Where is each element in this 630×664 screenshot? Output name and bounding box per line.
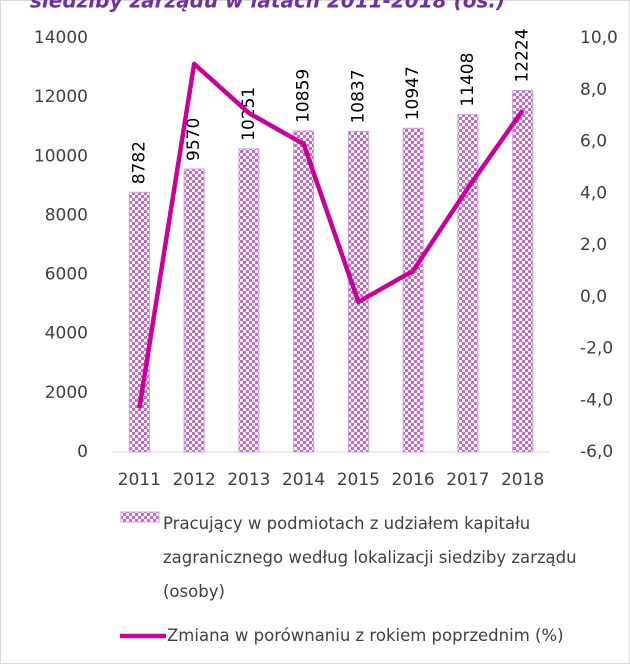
legend-swatch <box>120 511 160 523</box>
x-tick-label: 2015 <box>337 470 380 490</box>
x-tick-label: 2018 <box>501 470 544 490</box>
data-label: 11408 <box>458 53 478 107</box>
y-tick-label: 10000 <box>34 146 88 166</box>
data-label: 8782 <box>129 141 149 184</box>
data-label: 10837 <box>348 69 368 123</box>
x-tick-label: 2011 <box>118 470 161 490</box>
data-label: 10947 <box>403 66 423 120</box>
x-tick-label: 2012 <box>172 470 215 490</box>
bar <box>128 191 150 453</box>
bar <box>183 168 205 453</box>
y2-tick-label: -2,0 <box>580 339 613 359</box>
chart-title: siedziby zarządu w latach 2011-2018 (os.… <box>30 0 505 13</box>
bar <box>402 127 424 453</box>
y-tick-label: 12000 <box>34 87 88 107</box>
y-tick-label: 6000 <box>45 265 88 285</box>
y2-tick-label: -4,0 <box>580 390 613 410</box>
y2-tick-label: 2,0 <box>580 235 607 255</box>
legend-label: Zmiana w porównaniu z rokiem poprzednim … <box>167 626 564 645</box>
y2-tick-label: -6,0 <box>580 442 613 462</box>
x-tick-label: 2016 <box>391 470 434 490</box>
bar <box>457 114 479 453</box>
y2-tick-label: 10,0 <box>580 28 618 48</box>
y-tick-label: 4000 <box>45 324 88 344</box>
bar <box>293 130 315 453</box>
legend-label: Pracujący w podmiotach z udziałem kapita… <box>163 514 577 601</box>
bar <box>512 90 534 453</box>
x-tick-label: 2013 <box>227 470 270 490</box>
line <box>137 61 525 409</box>
y-tick-label: 0 <box>77 442 88 462</box>
y2-tick-label: 8,0 <box>580 80 607 100</box>
bar <box>238 148 260 453</box>
bar <box>347 131 369 453</box>
y2-tick-label: 4,0 <box>580 183 607 203</box>
x-tick-label: 2017 <box>446 470 489 490</box>
data-label: 12224 <box>513 28 533 82</box>
y-tick-label: 2000 <box>45 383 88 403</box>
data-label: 9570 <box>184 118 204 161</box>
x-tick-label: 2014 <box>282 470 325 490</box>
y-tick-label: 8000 <box>45 205 88 225</box>
y2-tick-label: 6,0 <box>580 132 607 152</box>
y-tick-label: 14000 <box>34 28 88 48</box>
y2-tick-label: 0,0 <box>580 287 607 307</box>
data-label: 10859 <box>294 69 314 123</box>
